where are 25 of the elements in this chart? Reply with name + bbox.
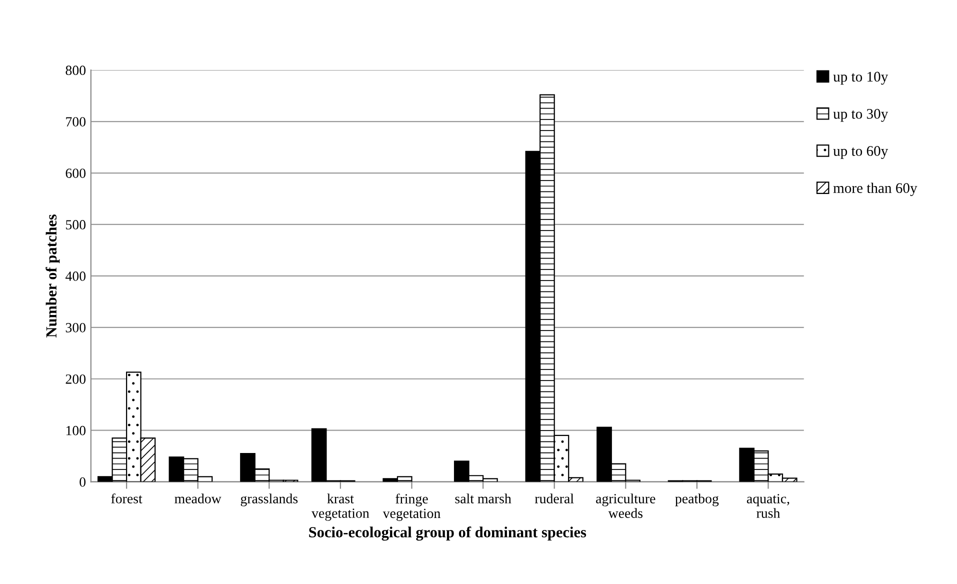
y-tick-label: 700 [66, 117, 86, 126]
x-tick-label: salt marsh [455, 494, 512, 504]
y-tick-label: 100 [66, 426, 86, 436]
x-tick-label: aquatic, rush [746, 494, 790, 518]
y-tick-label: 600 [66, 168, 86, 178]
y-tick-label: 0 [80, 477, 86, 487]
x-tick-label: meadow [174, 494, 222, 504]
legend-label: up to 10y [833, 72, 888, 85]
x-tick-label: ruderal [534, 494, 574, 504]
y-tick-label: 400 [65, 272, 86, 281]
y-tick-label: 500 [66, 220, 86, 230]
x-tick-label: agriculture weeds [596, 494, 656, 518]
y-axis-title: Number of patches [46, 214, 60, 338]
y-tick-label: 200 [66, 374, 86, 384]
x-tick-label: grasslands [240, 494, 298, 506]
x-tick-label: krast vegetation [312, 494, 370, 521]
text: more than 60y [833, 182, 918, 196]
y-tick-label: 800 [66, 66, 86, 76]
x-tick-label: forest [111, 493, 142, 504]
x-tick-label: peatbog [675, 494, 719, 506]
text: up to 60y [833, 146, 888, 159]
text: up to 30y [833, 108, 888, 122]
x-axis-title: Socio-ecological group of dominant species [309, 526, 586, 541]
y-tick-label: 300 [66, 322, 86, 332]
x-tick-label: fringe vegetation [382, 494, 440, 521]
